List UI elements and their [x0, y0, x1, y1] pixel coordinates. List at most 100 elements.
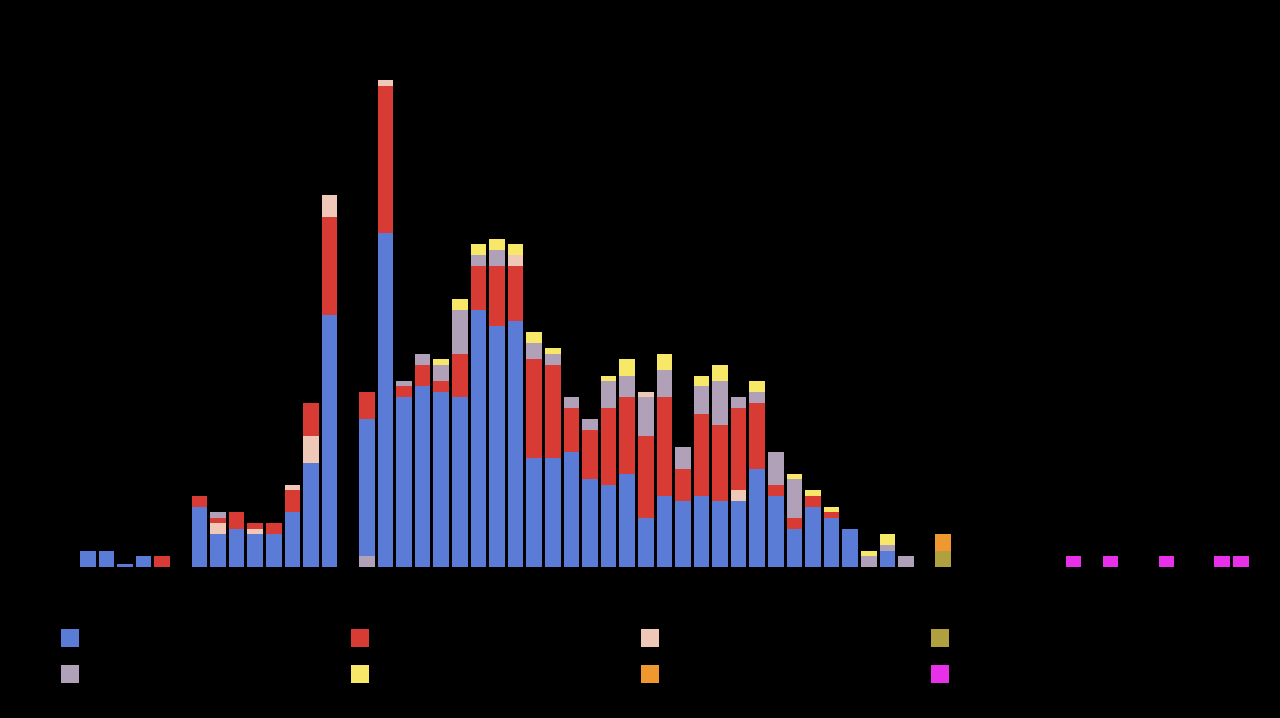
bar-segment: [694, 414, 710, 496]
bar-segment: [378, 80, 394, 85]
legend-swatch: [60, 664, 80, 684]
bar-segment: [805, 496, 821, 507]
bar-segment: [675, 501, 691, 567]
bar-segment: [898, 556, 914, 567]
bar-segment: [359, 419, 375, 556]
chart-legend: [60, 620, 1220, 692]
bar-segment: [824, 518, 840, 567]
bar-segment: [638, 392, 654, 397]
bar-segment: [508, 244, 524, 255]
bar-segment: [880, 534, 896, 545]
bar-segment: [210, 523, 226, 534]
bar-segment: [508, 266, 524, 321]
bar-segment: [433, 365, 449, 381]
bar-segment: [247, 523, 263, 528]
bar-segment: [210, 518, 226, 523]
bar-segment: [880, 551, 896, 567]
bar-segment: [694, 386, 710, 413]
bar-segment: [1214, 556, 1230, 567]
legend-item: [930, 620, 1220, 656]
bar-segment: [80, 551, 96, 567]
plot-area: [0, 0, 1280, 718]
bar-segment: [861, 551, 877, 556]
bar-segment: [564, 408, 580, 452]
bar-segment: [657, 496, 673, 567]
bar-segment: [657, 370, 673, 397]
bar-segment: [378, 233, 394, 567]
legend-item: [60, 656, 350, 692]
bar-segment: [712, 365, 728, 381]
bar-segment: [322, 315, 338, 567]
bar-segment: [210, 534, 226, 567]
bar-segment: [731, 408, 747, 490]
bar-segment: [433, 381, 449, 392]
bar-segment: [545, 365, 561, 458]
bar-segment: [601, 485, 617, 567]
bar-segment: [378, 86, 394, 234]
legend-item: [60, 620, 350, 656]
bar-segment: [489, 326, 505, 567]
bar-segment: [619, 376, 635, 398]
bar-segment: [880, 545, 896, 550]
bar-segment: [749, 469, 765, 567]
bar-segment: [1103, 556, 1119, 567]
bar-segment: [805, 507, 821, 567]
bar-segment: [303, 463, 319, 567]
bar-segment: [526, 332, 542, 343]
bar-segment: [359, 392, 375, 419]
bar-segment: [1159, 556, 1175, 567]
bar-segment: [285, 485, 301, 490]
bar-segment: [675, 447, 691, 469]
bar-segment: [508, 321, 524, 567]
bar-segment: [768, 485, 784, 496]
bar-segment: [136, 556, 152, 567]
bar-segment: [489, 239, 505, 250]
bar-segment: [564, 452, 580, 567]
bar-segment: [638, 436, 654, 518]
bar-segment: [322, 195, 338, 217]
bar-segment: [935, 551, 951, 567]
legend-item: [350, 656, 640, 692]
bar-segment: [601, 376, 617, 381]
bar-segment: [303, 403, 319, 436]
bar-segment: [787, 474, 803, 479]
bar-segment: [638, 397, 654, 435]
bar-segment: [471, 310, 487, 567]
bar-segment: [471, 266, 487, 310]
bar-segment: [787, 518, 803, 529]
legend-swatch: [930, 664, 950, 684]
bar-segment: [712, 381, 728, 425]
bar-segment: [768, 452, 784, 485]
bar-segment: [638, 518, 654, 567]
bar-segment: [229, 512, 245, 528]
bar-segment: [582, 419, 598, 430]
bar-segment: [601, 381, 617, 408]
bar-segment: [508, 255, 524, 266]
bar-segment: [712, 425, 728, 502]
bar-segment: [396, 386, 412, 397]
bar-segment: [619, 359, 635, 375]
bar-segment: [582, 479, 598, 567]
bar-segment: [694, 376, 710, 387]
bar-segment: [582, 430, 598, 479]
legend-item: [640, 620, 930, 656]
bar-segment: [415, 354, 431, 365]
bar-segment: [675, 469, 691, 502]
bar-segment: [619, 474, 635, 567]
bar-segment: [285, 490, 301, 512]
bar-segment: [749, 403, 765, 469]
bar-segment: [117, 564, 133, 567]
bar-segment: [303, 436, 319, 463]
bar-segment: [266, 523, 282, 534]
bar-segment: [824, 512, 840, 517]
bar-segment: [545, 354, 561, 365]
bar-segment: [694, 496, 710, 567]
bar-segment: [1233, 556, 1249, 567]
bar-segment: [526, 343, 542, 359]
legend-swatch: [640, 628, 660, 648]
bar-segment: [192, 507, 208, 567]
bar-segment: [787, 479, 803, 517]
chart-container: [0, 0, 1280, 718]
bar-segment: [285, 512, 301, 567]
bar-segment: [452, 299, 468, 310]
